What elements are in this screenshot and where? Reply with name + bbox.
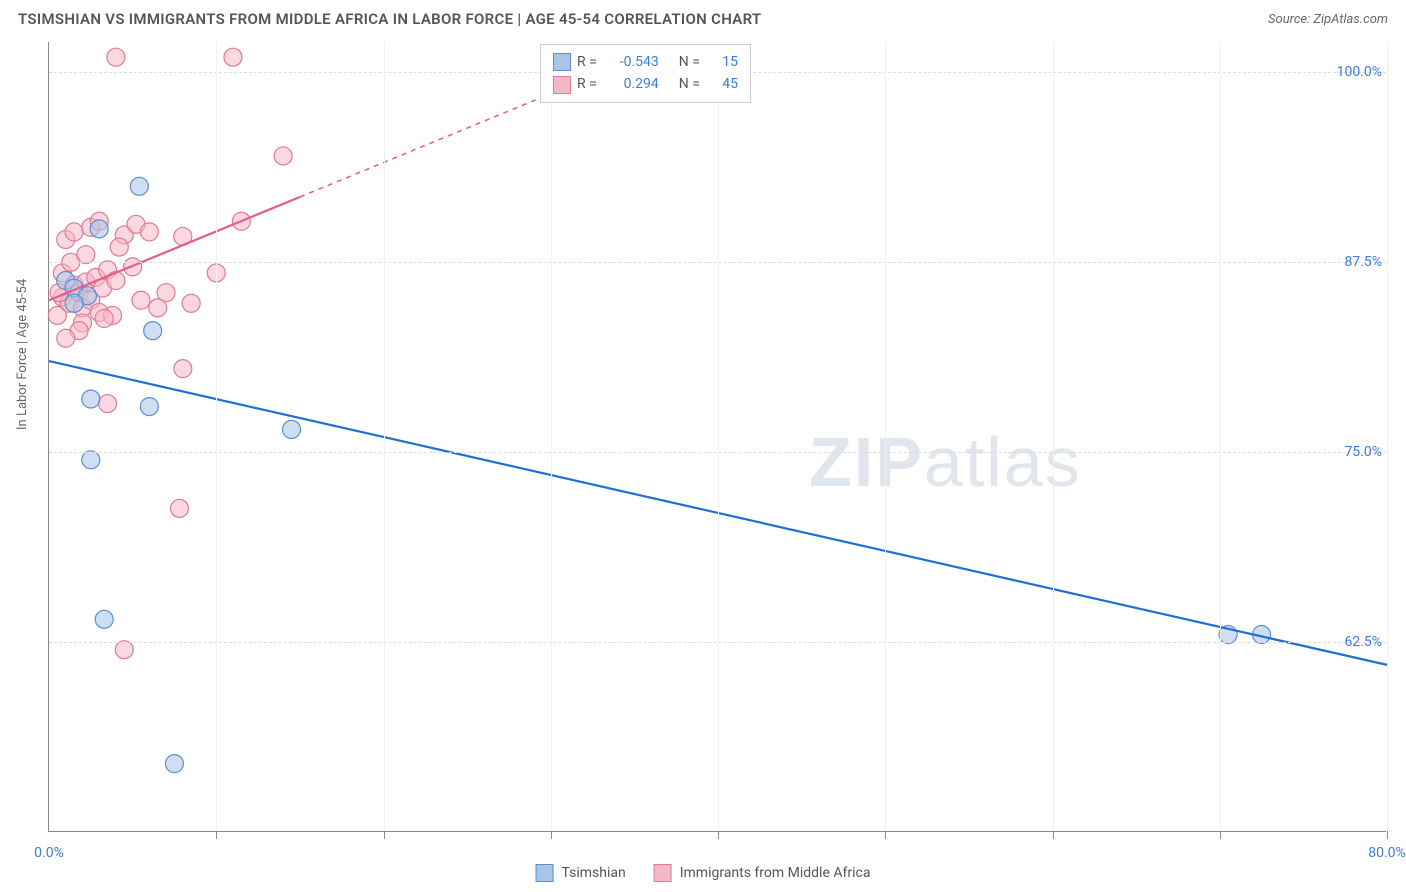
- scatter-point: [99, 395, 117, 413]
- x-tick-label: 0.0%: [34, 845, 64, 861]
- x-tick: [1387, 831, 1388, 839]
- y-axis-title: In Labor Force | Age 45-54: [15, 279, 30, 430]
- r-value: 0.294: [607, 73, 659, 95]
- scatter-point: [283, 420, 301, 438]
- source-label: Source: ZipAtlas.com: [1268, 12, 1388, 27]
- chart-header: TSIMSHIAN VS IMMIGRANTS FROM MIDDLE AFRI…: [0, 0, 1406, 36]
- scatter-point: [174, 360, 192, 378]
- scatter-point: [130, 177, 148, 195]
- y-tick-label: 100.0%: [1337, 64, 1390, 80]
- scatter-point: [140, 398, 158, 416]
- scatter-point: [110, 238, 128, 256]
- legend-label: Immigrants from Middle Africa: [680, 865, 871, 881]
- legend-item: Immigrants from Middle Africa: [654, 864, 871, 882]
- x-tick: [1053, 831, 1054, 839]
- n-value: 15: [710, 51, 738, 73]
- correlation-row: R = 0.294 N = 45: [553, 73, 738, 95]
- scatter-point: [65, 223, 83, 241]
- correlation-legend: R = -0.543 N = 15 R = 0.294 N = 45: [540, 44, 751, 103]
- r-label: R =: [577, 51, 597, 73]
- gridline-v: [384, 42, 385, 831]
- x-tick-label: 80.0%: [1368, 845, 1406, 861]
- y-tick-label: 87.5%: [1344, 254, 1390, 270]
- n-label: N =: [679, 73, 700, 95]
- scatter-point: [77, 246, 95, 264]
- x-tick: [551, 831, 552, 839]
- trend-line-immigrants-dash: [300, 94, 551, 197]
- x-tick: [885, 831, 886, 839]
- scatter-point: [107, 48, 125, 66]
- y-tick-label: 62.5%: [1344, 634, 1390, 650]
- n-value: 45: [710, 73, 738, 95]
- legend-swatch: [553, 76, 571, 94]
- legend-swatch: [553, 53, 571, 71]
- chart-title: TSIMSHIAN VS IMMIGRANTS FROM MIDDLE AFRI…: [18, 10, 761, 28]
- gridline-v: [718, 42, 719, 831]
- scatter-point: [274, 147, 292, 165]
- x-tick: [384, 831, 385, 839]
- gridline-v: [1387, 42, 1388, 831]
- y-tick-label: 75.0%: [1344, 444, 1390, 460]
- scatter-point: [115, 641, 133, 659]
- scatter-point: [144, 322, 162, 340]
- x-tick: [718, 831, 719, 839]
- gridline-v: [216, 42, 217, 831]
- gridline-v: [551, 42, 552, 831]
- n-label: N =: [679, 51, 700, 73]
- scatter-point: [82, 390, 100, 408]
- scatter-point: [140, 223, 158, 241]
- legend-swatch: [536, 864, 554, 882]
- r-label: R =: [577, 73, 597, 95]
- scatter-point: [224, 48, 242, 66]
- scatter-point: [170, 499, 188, 517]
- gridline-v: [1220, 42, 1221, 831]
- scatter-point: [82, 451, 100, 469]
- scatter-point: [149, 299, 167, 317]
- legend-swatch: [654, 864, 672, 882]
- gridline-v: [885, 42, 886, 831]
- scatter-point: [90, 220, 108, 238]
- series-legend: Tsimshian Immigrants from Middle Africa: [536, 864, 871, 882]
- x-tick: [1220, 831, 1221, 839]
- scatter-point: [57, 329, 75, 347]
- scatter-point: [65, 294, 83, 312]
- x-tick: [216, 831, 217, 839]
- legend-item: Tsimshian: [536, 864, 626, 882]
- scatter-point: [132, 291, 150, 309]
- scatter-point: [95, 610, 113, 628]
- legend-label: Tsimshian: [562, 865, 626, 881]
- gridline-v: [1053, 42, 1054, 831]
- r-value: -0.543: [607, 51, 659, 73]
- plot-area: ZIPatlas 62.5%75.0%87.5%100.0%0.0%80.0%: [48, 42, 1386, 832]
- scatter-point: [95, 310, 113, 328]
- correlation-row: R = -0.543 N = 15: [553, 51, 738, 73]
- scatter-point: [165, 755, 183, 773]
- scatter-point: [182, 294, 200, 312]
- scatter-point: [48, 306, 66, 324]
